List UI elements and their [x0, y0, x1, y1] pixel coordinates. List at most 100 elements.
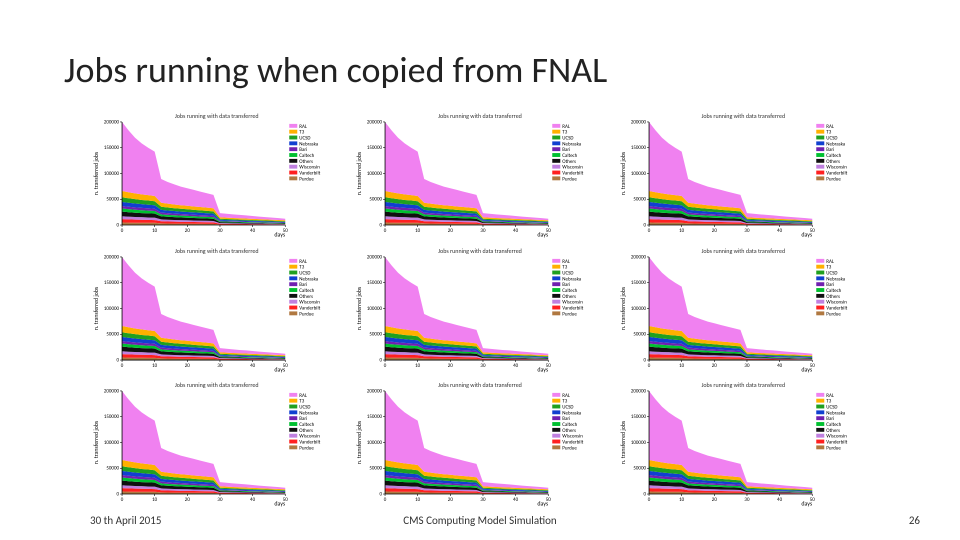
svg-text:n. transferred jobs: n. transferred jobs — [355, 286, 363, 330]
svg-text:0: 0 — [380, 223, 383, 229]
svg-text:40: 40 — [513, 363, 519, 369]
svg-text:30: 30 — [481, 363, 487, 369]
svg-text:n. transferred jobs: n. transferred jobs — [92, 286, 100, 330]
chart-panel: Jobs running with data transferred 0 50000… — [617, 247, 870, 374]
svg-text:30: 30 — [217, 228, 223, 234]
svg-text:100000: 100000 — [631, 306, 647, 312]
chart-panel-title: Jobs running with data transferred — [353, 381, 606, 389]
svg-text:200000: 200000 — [104, 389, 120, 394]
svg-text:20: 20 — [448, 497, 454, 503]
svg-text:0: 0 — [380, 492, 383, 498]
chart-panel: Jobs running with data transferred050000… — [617, 112, 870, 239]
svg-text:30: 30 — [217, 497, 223, 503]
svg-text:0: 0 — [643, 223, 646, 229]
chart-panel-title: Jobs running with data transferred — [617, 247, 870, 255]
svg-text:Purdue: Purdue — [826, 176, 841, 182]
chart-panel-title: Jobs running with data transferred — [90, 247, 343, 255]
svg-text:100000: 100000 — [367, 306, 383, 312]
svg-text:50000: 50000 — [370, 466, 383, 472]
svg-text:days: days — [274, 231, 286, 239]
svg-text:40: 40 — [777, 228, 783, 234]
svg-text:150000: 150000 — [367, 145, 383, 151]
svg-text:150000: 150000 — [104, 415, 120, 421]
svg-text:40: 40 — [250, 497, 256, 503]
svg-text:0: 0 — [117, 357, 120, 363]
svg-text:50000: 50000 — [633, 331, 646, 337]
chart-panel: Jobs running with data transferred 0 50000… — [90, 112, 343, 239]
svg-text:40: 40 — [513, 497, 519, 503]
chart-panel: Jobs running with data transferred050000… — [353, 112, 606, 239]
svg-text:50000: 50000 — [106, 197, 119, 203]
svg-text:10: 10 — [152, 497, 158, 503]
svg-text:30: 30 — [481, 497, 487, 503]
svg-text:10: 10 — [415, 497, 421, 503]
svg-text:40: 40 — [513, 228, 519, 234]
svg-text:0: 0 — [121, 363, 124, 369]
svg-text:Purdue: Purdue — [299, 446, 314, 452]
svg-text:40: 40 — [777, 497, 783, 503]
svg-text:100000: 100000 — [631, 171, 647, 177]
svg-text:50000: 50000 — [106, 331, 119, 337]
svg-text:0: 0 — [384, 228, 387, 234]
svg-text:40: 40 — [250, 228, 256, 234]
svg-text:n. transferred jobs: n. transferred jobs — [619, 151, 627, 195]
svg-text:40: 40 — [777, 363, 783, 369]
svg-text:Purdue: Purdue — [563, 311, 578, 317]
svg-text:40: 40 — [250, 363, 256, 369]
svg-text:30: 30 — [217, 363, 223, 369]
svg-text:n. transferred jobs: n. transferred jobs — [619, 286, 627, 330]
svg-text:100000: 100000 — [104, 171, 120, 177]
chart-panel: Jobs running with data transferred 0 50000… — [90, 381, 343, 508]
chart-panel: Jobs running with data transferred050000… — [353, 247, 606, 374]
svg-text:n. transferred jobs: n. transferred jobs — [355, 151, 363, 195]
svg-text:n. transferred jobs: n. transferred jobs — [355, 420, 363, 464]
svg-text:n. transferred jobs: n. transferred jobs — [92, 151, 100, 195]
svg-text:10: 10 — [152, 228, 158, 234]
svg-text:200000: 200000 — [367, 389, 383, 394]
chart-grid: Jobs running with data transferred 0 50000… — [90, 112, 870, 508]
svg-text:days: days — [538, 500, 550, 508]
chart-panel-title: Jobs running with data transferred — [90, 112, 343, 120]
svg-text:Purdue: Purdue — [826, 311, 841, 317]
svg-text:0: 0 — [384, 497, 387, 503]
svg-text:days: days — [274, 500, 286, 508]
svg-text:0: 0 — [121, 497, 124, 503]
chart-panel: Jobs running with data transferred 0 50000… — [353, 381, 606, 508]
svg-text:200000: 200000 — [631, 120, 647, 125]
svg-text:50000: 50000 — [633, 466, 646, 472]
svg-text:0: 0 — [117, 492, 120, 498]
svg-text:200000: 200000 — [631, 255, 647, 260]
svg-text:10: 10 — [152, 363, 158, 369]
svg-text:0: 0 — [121, 228, 124, 234]
svg-text:30: 30 — [744, 228, 750, 234]
svg-text:20: 20 — [448, 363, 454, 369]
svg-text:days: days — [801, 365, 813, 373]
svg-text:10: 10 — [679, 497, 685, 503]
svg-text:0: 0 — [643, 492, 646, 498]
svg-text:0: 0 — [117, 223, 120, 229]
svg-text:days: days — [274, 365, 286, 373]
svg-text:20: 20 — [185, 228, 191, 234]
svg-text:100000: 100000 — [104, 440, 120, 446]
svg-text:50000: 50000 — [106, 466, 119, 472]
svg-text:0: 0 — [647, 228, 650, 234]
svg-text:20: 20 — [711, 228, 717, 234]
chart-panel-title: Jobs running with data transferred — [90, 381, 343, 389]
svg-text:30: 30 — [481, 228, 487, 234]
svg-text:30: 30 — [744, 497, 750, 503]
svg-text:200000: 200000 — [104, 255, 120, 260]
svg-text:50000: 50000 — [633, 197, 646, 203]
svg-text:days: days — [538, 231, 550, 239]
svg-text:150000: 150000 — [631, 145, 647, 151]
svg-text:10: 10 — [679, 228, 685, 234]
chart-panel: Jobs running with data transferred 0 50000… — [90, 247, 343, 374]
svg-text:30: 30 — [744, 363, 750, 369]
footer-pagenum: 26 — [909, 514, 920, 527]
svg-text:200000: 200000 — [631, 389, 647, 394]
svg-text:n. transferred jobs: n. transferred jobs — [92, 420, 100, 464]
svg-text:200000: 200000 — [367, 255, 383, 260]
svg-text:0: 0 — [384, 363, 387, 369]
svg-text:Purdue: Purdue — [563, 176, 578, 182]
svg-text:days: days — [538, 365, 550, 373]
svg-text:0: 0 — [647, 363, 650, 369]
